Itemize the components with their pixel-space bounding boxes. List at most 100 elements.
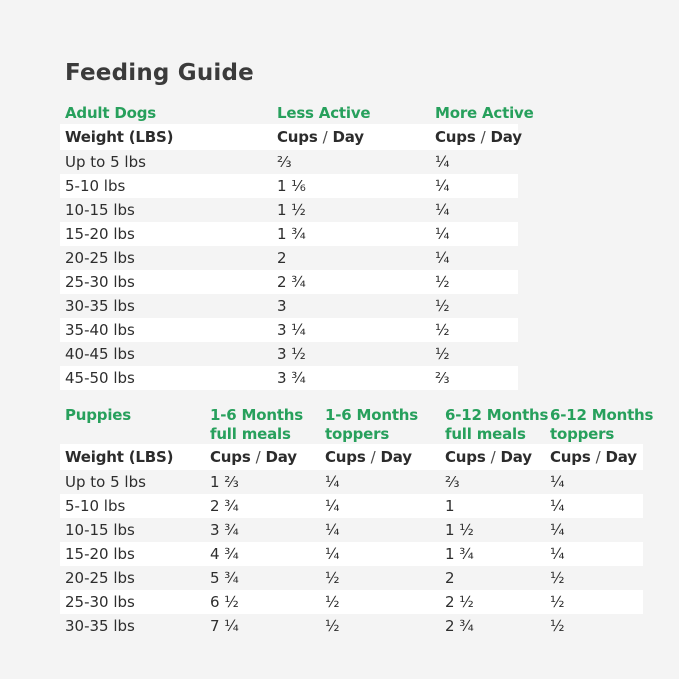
1-6-toppers-cell: ¼ bbox=[325, 473, 340, 491]
weight-cell: 20-25 lbs bbox=[65, 569, 135, 587]
more-active-cell: ½ bbox=[435, 273, 450, 291]
6-12-full-meals-cell: ⅔ bbox=[445, 473, 460, 491]
weight-cell: 45-50 lbs bbox=[65, 369, 135, 387]
column-header-line2: toppers bbox=[325, 425, 390, 443]
table-row: 35-40 lbs 3 ¼ ½ bbox=[60, 318, 518, 342]
column-header-6-12-toppers: 6-12 Months toppers bbox=[545, 406, 654, 444]
slash-label: / bbox=[490, 448, 496, 466]
table-row: 5-10 lbs 2 ¾ ¼ 1 ¼ bbox=[60, 494, 643, 518]
less-active-cell: 3 ½ bbox=[277, 345, 306, 363]
6-12-toppers-cell: ¼ bbox=[550, 473, 565, 491]
less-active-cell: 3 ¾ bbox=[277, 369, 306, 387]
adult-section-header-row: Adult Dogs Less Active More Active bbox=[60, 103, 534, 124]
day-label: Day bbox=[605, 448, 637, 466]
column-header-line1: 6-12 Months bbox=[550, 406, 654, 424]
table-row: 10-15 lbs 3 ¾ ¼ 1 ½ ¼ bbox=[60, 518, 643, 542]
more-active-cell: ⅔ bbox=[435, 369, 450, 387]
column-header-line2: full meals bbox=[445, 425, 526, 443]
column-header-line1: 6-12 Months bbox=[445, 406, 549, 424]
column-header-line2: toppers bbox=[550, 425, 615, 443]
1-6-toppers-cell: ½ bbox=[325, 569, 340, 587]
column-header-line2: full meals bbox=[210, 425, 291, 443]
table-row: 20-25 lbs 5 ¾ ½ 2 ½ bbox=[60, 566, 643, 590]
table-row: Up to 5 lbs 1 ⅔ ¼ ⅔ ¼ bbox=[60, 470, 643, 494]
table-row: 30-35 lbs 7 ¼ ½ 2 ¾ ½ bbox=[60, 614, 643, 638]
1-6-toppers-cell: ½ bbox=[325, 593, 340, 611]
6-12-toppers-cell: ¼ bbox=[550, 521, 565, 539]
cups-day-header: Cups / Day bbox=[440, 448, 545, 466]
table-row: 15-20 lbs 4 ¾ ¼ 1 ¾ ¼ bbox=[60, 542, 643, 566]
column-header-line1: 1-6 Months bbox=[325, 406, 419, 424]
1-6-full-meals-cell: 5 ¾ bbox=[210, 569, 239, 587]
less-active-cell: 3 ¼ bbox=[277, 321, 306, 339]
weight-cell: 25-30 lbs bbox=[65, 273, 135, 291]
1-6-toppers-cell: ½ bbox=[325, 617, 340, 635]
column-header-1-6-full-meals: 1-6 Months full meals bbox=[205, 406, 320, 444]
1-6-full-meals-cell: 1 ⅔ bbox=[210, 473, 239, 491]
cups-label: Cups bbox=[550, 448, 591, 466]
day-label: Day bbox=[380, 448, 412, 466]
weight-cell: 5-10 lbs bbox=[65, 497, 126, 515]
weight-cell: 30-35 lbs bbox=[65, 617, 135, 635]
cups-label: Cups bbox=[445, 448, 486, 466]
1-6-full-meals-cell: 4 ¾ bbox=[210, 545, 239, 563]
table-row: 40-45 lbs 3 ½ ½ bbox=[60, 342, 518, 366]
cups-day-header: Cups / Day bbox=[545, 448, 643, 466]
1-6-toppers-cell: ¼ bbox=[325, 521, 340, 539]
less-active-cell: 2 ¾ bbox=[277, 273, 306, 291]
slash-label: / bbox=[322, 128, 328, 146]
more-active-cell: ¼ bbox=[435, 201, 450, 219]
column-header-line1: 1-6 Months bbox=[210, 406, 304, 424]
table-row: Up to 5 lbs ⅔ ¼ bbox=[60, 150, 518, 174]
puppies-section-header-row: Puppies 1-6 Months full meals 1-6 Months… bbox=[60, 406, 654, 444]
6-12-full-meals-cell: 2 ½ bbox=[445, 593, 474, 611]
more-active-cell: ½ bbox=[435, 321, 450, 339]
day-label: Day bbox=[500, 448, 532, 466]
puppies-table-header-row: Weight (LBS) Cups / Day Cups / Day Cups … bbox=[60, 444, 643, 470]
section-label-adult-dogs: Adult Dogs bbox=[65, 104, 156, 122]
1-6-toppers-cell: ¼ bbox=[325, 545, 340, 563]
weight-header: Weight (LBS) bbox=[65, 448, 174, 466]
weight-cell: 30-35 lbs bbox=[65, 297, 135, 315]
less-active-cell: 1 ½ bbox=[277, 201, 306, 219]
table-row: 45-50 lbs 3 ¾ ⅔ bbox=[60, 366, 518, 390]
more-active-cell: ¼ bbox=[435, 225, 450, 243]
cups-day-header: Cups / Day bbox=[272, 128, 430, 146]
6-12-toppers-cell: ¼ bbox=[550, 497, 565, 515]
1-6-toppers-cell: ¼ bbox=[325, 497, 340, 515]
table-row: 10-15 lbs 1 ½ ¼ bbox=[60, 198, 518, 222]
weight-cell: Up to 5 lbs bbox=[65, 473, 146, 491]
6-12-full-meals-cell: 1 ¾ bbox=[445, 545, 474, 563]
6-12-full-meals-cell: 1 bbox=[445, 497, 455, 515]
6-12-toppers-cell: ¼ bbox=[550, 545, 565, 563]
table-row: 25-30 lbs 6 ½ ½ 2 ½ ½ bbox=[60, 590, 643, 614]
cups-label: Cups bbox=[435, 128, 476, 146]
table-row: 15-20 lbs 1 ¾ ¼ bbox=[60, 222, 518, 246]
weight-cell: 25-30 lbs bbox=[65, 593, 135, 611]
column-header-1-6-toppers: 1-6 Months toppers bbox=[320, 406, 440, 444]
puppies-table: Puppies 1-6 Months full meals 1-6 Months… bbox=[60, 406, 654, 638]
cups-label: Cups bbox=[325, 448, 366, 466]
table-row: 30-35 lbs 3 ½ bbox=[60, 294, 518, 318]
slash-label: / bbox=[480, 128, 486, 146]
column-header-6-12-full-meals: 6-12 Months full meals bbox=[440, 406, 549, 444]
table-row: 5-10 lbs 1 ⅙ ¼ bbox=[60, 174, 518, 198]
less-active-cell: ⅔ bbox=[277, 153, 292, 171]
weight-cell: Up to 5 lbs bbox=[65, 153, 146, 171]
more-active-cell: ½ bbox=[435, 297, 450, 315]
feeding-guide-panel: Feeding Guide Adult Dogs Less Active Mor… bbox=[60, 60, 654, 638]
section-label-puppies: Puppies bbox=[65, 406, 131, 424]
weight-cell: 10-15 lbs bbox=[65, 201, 135, 219]
weight-cell: 10-15 lbs bbox=[65, 521, 135, 539]
weight-cell: 35-40 lbs bbox=[65, 321, 135, 339]
6-12-full-meals-cell: 2 bbox=[445, 569, 455, 587]
slash-label: / bbox=[370, 448, 376, 466]
weight-cell: 5-10 lbs bbox=[65, 177, 126, 195]
6-12-full-meals-cell: 2 ¾ bbox=[445, 617, 474, 635]
1-6-full-meals-cell: 2 ¾ bbox=[210, 497, 239, 515]
weight-cell: 15-20 lbs bbox=[65, 225, 135, 243]
6-12-toppers-cell: ½ bbox=[550, 617, 565, 635]
1-6-full-meals-cell: 6 ½ bbox=[210, 593, 239, 611]
weight-cell: 20-25 lbs bbox=[65, 249, 135, 267]
1-6-full-meals-cell: 7 ¼ bbox=[210, 617, 239, 635]
